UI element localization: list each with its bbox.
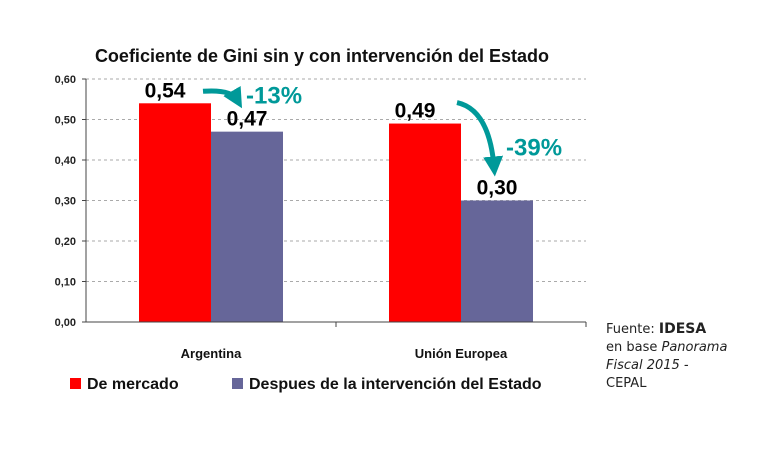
source-text: en base — [606, 340, 662, 355]
decrease-arrow-icon — [456, 100, 504, 177]
source-publication-year: Fiscal 2015 - — [606, 358, 689, 373]
legend-swatch — [232, 378, 243, 389]
bar-despues-de-la-interv — [211, 131, 283, 322]
y-tick-label: 0,40 — [55, 155, 76, 167]
data-label: 0,30 — [477, 177, 518, 200]
chart-title: Coeficiente de Gini sin y con intervenci… — [95, 46, 549, 66]
data-label: 0,54 — [145, 79, 186, 102]
y-tick-label: 0,30 — [55, 196, 76, 208]
change-annotation: -39% — [506, 135, 562, 162]
bar-de-mercado — [139, 103, 211, 322]
decrease-arrow-icon — [202, 85, 243, 109]
y-tick-label: 0,10 — [55, 277, 76, 289]
change-annotation: -13% — [246, 82, 302, 109]
x-tick-label: Argentina — [181, 346, 242, 361]
source-prefix: Fuente: — [606, 322, 659, 337]
legend-label: Despues de la intervención del Estado — [249, 376, 542, 393]
y-tick-label: 0,50 — [55, 115, 76, 127]
legend-label: De mercado — [87, 376, 179, 393]
source-cepal: CEPAL — [606, 376, 647, 391]
data-label: 0,47 — [227, 108, 268, 131]
bar-de-mercado — [389, 123, 461, 322]
source-note: Fuente: IDESA en base Panorama Fiscal 20… — [606, 320, 727, 393]
y-tick-label: 0,60 — [55, 74, 76, 86]
source-org: IDESA — [658, 321, 707, 337]
y-tick-label: 0,20 — [55, 236, 76, 248]
source-publication: Panorama — [661, 340, 728, 355]
y-tick-label: 0,00 — [55, 317, 76, 329]
data-label: 0,49 — [395, 100, 436, 123]
bar-despues-de-la-interv — [461, 200, 533, 322]
legend-swatch — [70, 378, 81, 389]
x-tick-label: Unión Europea — [415, 346, 508, 361]
